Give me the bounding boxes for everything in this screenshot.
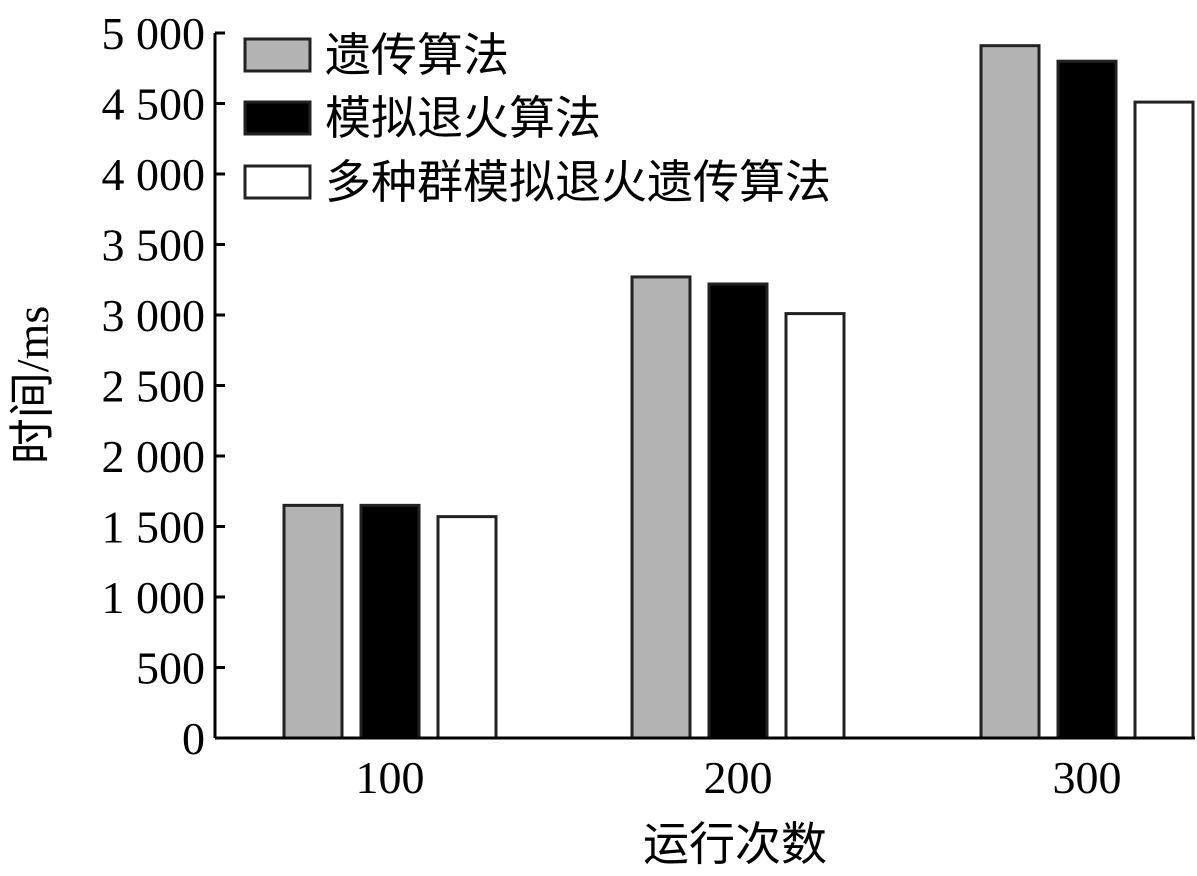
y-tick-label: 1 500 <box>102 502 206 553</box>
y-axis-title: 时间/ms <box>7 306 58 464</box>
y-tick-label: 0 <box>182 713 205 764</box>
legend-label: 遗传算法 <box>325 30 509 81</box>
y-tick-label: 2 000 <box>102 431 206 482</box>
y-tick-label: 3 000 <box>102 290 206 341</box>
legend-swatch <box>243 164 312 200</box>
x-tick-label: 200 <box>704 752 773 803</box>
legend-swatch <box>243 100 312 136</box>
x-tick-label: 100 <box>356 752 425 803</box>
bar <box>630 275 692 740</box>
legend-label: 模拟退火算法 <box>325 93 601 144</box>
x-ticks-group: 100 200 300 <box>356 752 1122 803</box>
legend-swatch <box>243 37 312 73</box>
bar <box>436 515 498 740</box>
bar <box>359 503 421 740</box>
y-tick-label: 500 <box>136 643 205 694</box>
y-ticks-group: 0 500 1 000 1 500 2 000 2 500 3 000 3 500 4 000 4… <box>102 8 225 764</box>
bars-group <box>282 44 1195 740</box>
legend-label: 多种群模拟退火遗传算法 <box>325 157 831 208</box>
y-tick-label: 2 500 <box>102 361 206 412</box>
y-tick-label: 5 000 <box>102 8 206 59</box>
y-tick-label: 4 000 <box>102 149 206 200</box>
x-axis-title: 运行次数 <box>643 819 827 870</box>
bar <box>979 44 1041 740</box>
bar <box>1133 100 1195 740</box>
y-tick-label: 4 500 <box>102 79 206 130</box>
bar <box>282 503 344 740</box>
y-tick-label: 3 500 <box>102 220 206 271</box>
bar <box>784 312 846 740</box>
bar <box>707 282 769 740</box>
y-tick-label: 1 000 <box>102 572 206 623</box>
x-tick-label: 300 <box>1053 752 1122 803</box>
bar <box>1056 59 1118 740</box>
